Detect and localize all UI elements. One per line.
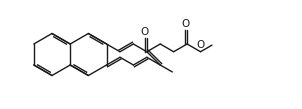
Text: O: O	[181, 19, 189, 29]
Text: O: O	[196, 40, 205, 50]
Text: O: O	[141, 27, 149, 37]
